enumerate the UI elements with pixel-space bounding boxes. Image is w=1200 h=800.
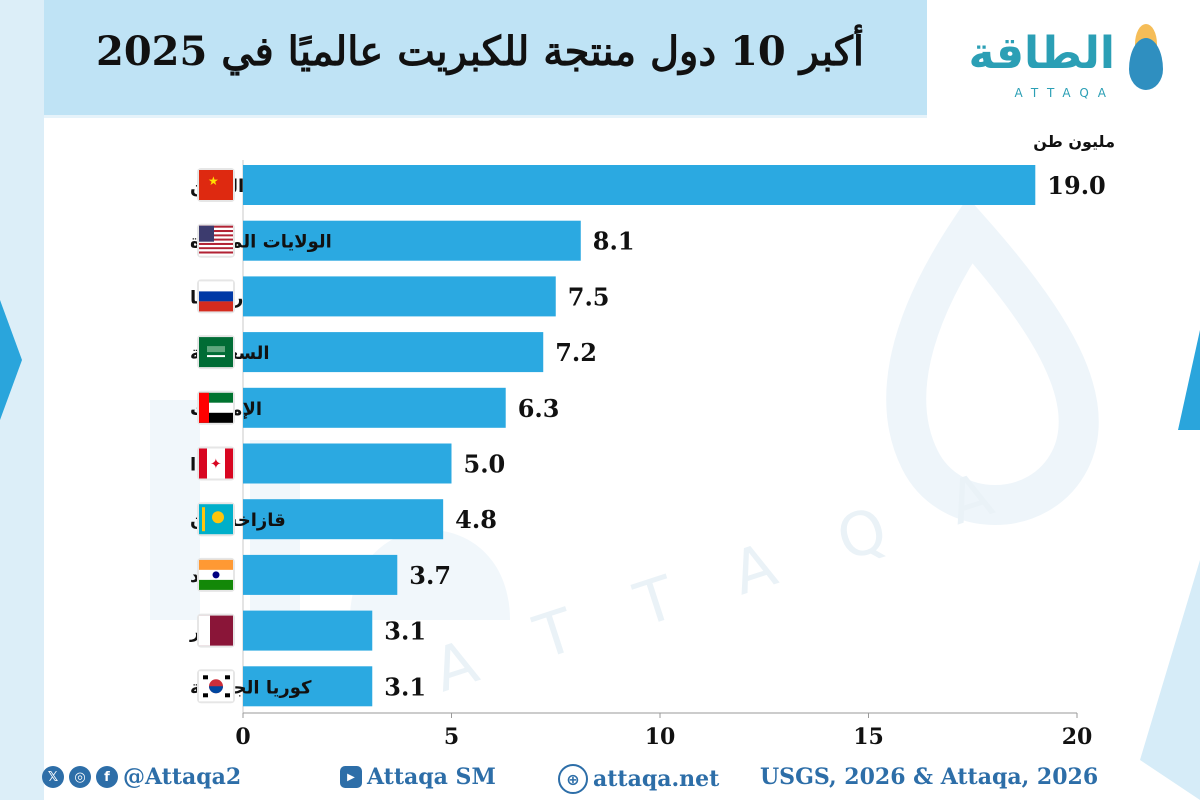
usa-flag-icon (197, 223, 235, 258)
bar-1 (243, 165, 1036, 205)
x-tick-label-4: 15 (853, 724, 884, 750)
logo-arabic: الطاقة (968, 28, 1116, 79)
youtube-link[interactable]: ▶ Attaqa SM (340, 764, 496, 790)
x-tick-label-3: 10 (645, 724, 676, 750)
globe-icon: ⊕ (558, 764, 588, 794)
bar-4 (243, 332, 544, 373)
x-icon[interactable]: 𝕏 (42, 766, 64, 788)
youtube-icon: ▶ (340, 766, 362, 788)
title-band (44, 0, 927, 115)
value-label-6: 5.0 (464, 450, 506, 479)
china-flag-icon: ★ (197, 168, 235, 202)
qatar-flag-icon (197, 613, 235, 648)
kazakhstan-flag-icon (197, 502, 235, 537)
social-links: 𝕏 ◎ f @Attaqa2 (42, 764, 241, 790)
source-credit: USGS, 2026 & Attaqa, 2026 (760, 764, 1099, 790)
value-label-10: 3.1 (384, 672, 426, 701)
value-label-8: 3.7 (409, 561, 451, 590)
canada-flag-icon: ✦ (197, 446, 235, 481)
instagram-icon[interactable]: ◎ (69, 766, 91, 788)
bar-3 (243, 276, 556, 317)
bar-6 (243, 443, 452, 484)
value-label-5: 6.3 (518, 394, 560, 423)
chart-title: أكبر 10 دول منتجة للكبريت عالميًا في 202… (96, 28, 864, 75)
social-handle[interactable]: @Attaqa2 (123, 764, 242, 790)
attaqa-logo: الطاقة ATTAQA (945, 20, 1175, 110)
footer: 𝕏 ◎ f @Attaqa2 ▶ Attaqa SM ⊕ attaqa.net … (0, 752, 1200, 800)
svg-text:★: ★ (208, 174, 219, 188)
value-label-9: 3.1 (384, 617, 426, 646)
russia-flag-icon (197, 279, 235, 314)
value-label-1: 19.0 (1047, 171, 1105, 200)
facebook-icon[interactable]: f (96, 766, 118, 788)
right-accent-triangle (1178, 330, 1200, 430)
value-label-4: 7.2 (555, 338, 597, 367)
uae-flag-icon (197, 390, 235, 425)
svg-text:✦: ✦ (210, 457, 222, 473)
bar-5 (243, 387, 506, 428)
value-label-7: 4.8 (455, 505, 497, 534)
bar-9 (243, 610, 373, 651)
south-korea-flag-icon (197, 669, 235, 704)
website-label: attaqa.net (593, 766, 720, 792)
youtube-label: Attaqa SM (367, 764, 496, 790)
bar-10 (243, 666, 373, 707)
bar-2 (243, 220, 581, 261)
logo-drop-icon (1129, 38, 1163, 90)
bar-7 (243, 499, 444, 540)
x-tick-label-1: 0 (235, 724, 250, 750)
saudi-flag-icon (197, 335, 235, 370)
unit-label: مليون طن (1033, 132, 1115, 151)
x-tick-label-2: 5 (444, 724, 459, 750)
bar-8 (243, 554, 398, 595)
india-flag-icon (197, 557, 235, 592)
logo-latin: ATTAQA (1014, 86, 1115, 100)
x-tick-label-5: 20 (1062, 724, 1093, 750)
value-label-2: 8.1 (593, 227, 635, 256)
website-link[interactable]: ⊕ attaqa.net (558, 764, 719, 794)
value-label-3: 7.5 (568, 282, 610, 311)
right-background-shape (1140, 560, 1200, 800)
left-accent-triangle (0, 300, 22, 420)
title-band-shadow (44, 115, 927, 118)
